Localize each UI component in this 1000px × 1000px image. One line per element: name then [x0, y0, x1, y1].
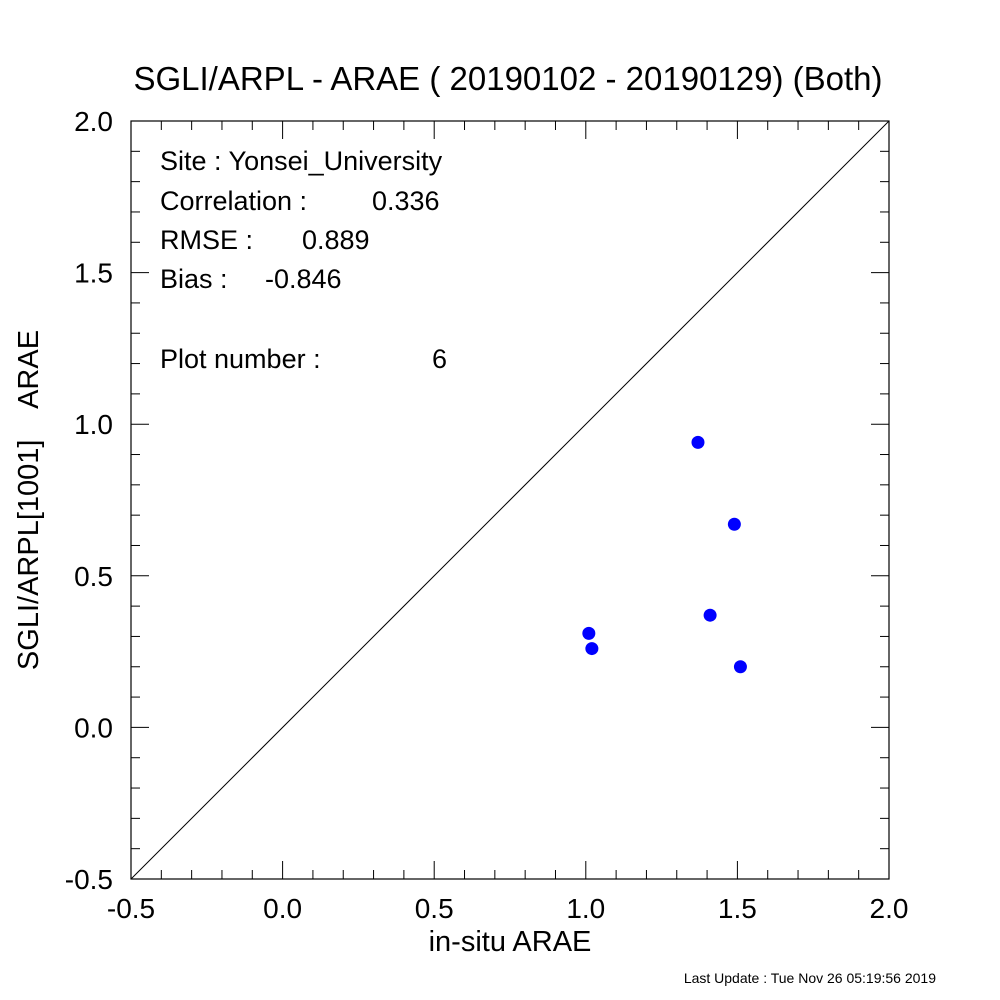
- y-tick-label: 2.0: [74, 106, 113, 137]
- y-tick-label: -0.5: [65, 864, 113, 895]
- x-tick-label: 0.5: [415, 893, 454, 924]
- y-tick-label: 0.5: [74, 561, 113, 592]
- x-axis-label: in-situ ARAE: [429, 926, 592, 958]
- correlation-value: 0.336: [372, 186, 440, 216]
- y-axis-label: SGLI/ARPL[1001] ARAE: [13, 330, 45, 670]
- last-update-text: Last Update : Tue Nov 26 05:19:56 2019: [683, 970, 936, 986]
- data-point: [703, 608, 717, 622]
- bias-label: Bias :: [160, 264, 228, 294]
- data-point: [727, 517, 741, 531]
- one-to-one-line: [130, 120, 890, 880]
- rmse-label: RMSE :: [160, 225, 253, 255]
- data-point: [585, 642, 599, 656]
- data-point: [691, 435, 705, 449]
- rmse-value: 0.889: [302, 225, 370, 255]
- x-tick-label: 1.5: [718, 893, 757, 924]
- site-label: Site : Yonsei_University: [160, 146, 443, 176]
- x-tick-label: -0.5: [107, 893, 155, 924]
- x-tick-label: 0.0: [263, 893, 302, 924]
- y-tick-label: 0.0: [74, 712, 113, 743]
- stats-annotation: Site : Yonsei_University Correlation : 0…: [160, 146, 447, 374]
- correlation-label: Correlation :: [160, 186, 307, 216]
- plot-number-label: Plot number :: [160, 344, 321, 374]
- data-point: [733, 660, 747, 674]
- data-points: [582, 435, 747, 674]
- data-point: [582, 626, 596, 640]
- chart-title: SGLI/ARPL - ARAE ( 20190102 - 20190129) …: [133, 60, 882, 97]
- axis-ticks: [130, 120, 890, 880]
- y-tick-label: 1.5: [74, 258, 113, 289]
- x-tick-label: 1.0: [566, 893, 605, 924]
- x-tick-label: 2.0: [870, 893, 909, 924]
- plot-number-value: 6: [432, 344, 447, 374]
- axis-tick-labels: -0.5 0.0 0.5 1.0 1.5 2.0 -0.5 0.0 0.5 1.0 1.5 2.0: [65, 106, 909, 924]
- y-tick-label: 1.0: [74, 409, 113, 440]
- plot-frame: [130, 120, 890, 880]
- bias-value: -0.846: [265, 264, 342, 294]
